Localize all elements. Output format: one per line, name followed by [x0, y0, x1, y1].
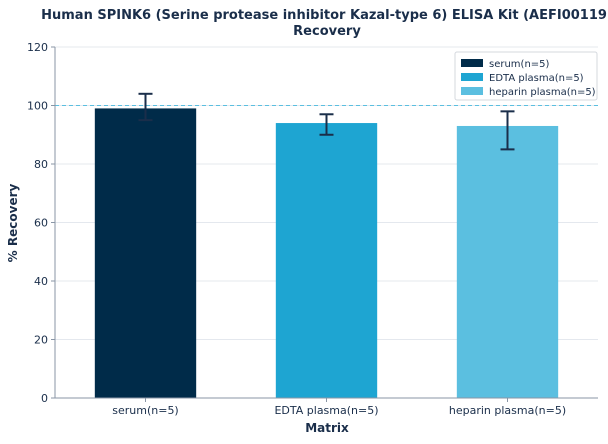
legend-swatch-1 [461, 59, 483, 67]
y-tick-label: 100 [27, 100, 48, 113]
bar-2 [275, 123, 378, 399]
legend-label-3: heparin plasma(n=5) [489, 87, 596, 98]
y-tick-label: 60 [34, 217, 48, 230]
chart-title: Human SPINK6 (Serine protease inhibitor … [41, 8, 608, 23]
bar-1 [94, 108, 197, 399]
legend-swatch-2 [461, 73, 483, 81]
chart-subtitle: Recovery [293, 24, 361, 39]
x-tick-label: EDTA plasma(n=5) [274, 404, 378, 417]
y-tick-label: 20 [34, 334, 48, 347]
y-tick-label: 0 [41, 392, 48, 405]
legend-swatch-3 [461, 87, 483, 95]
legend-box [454, 51, 598, 101]
legend-label-1: serum(n=5) [489, 59, 550, 70]
bars [94, 108, 559, 399]
y-axis-label: % Recovery [6, 184, 20, 263]
x-axis-label: Matrix [305, 421, 349, 435]
error-bars [138, 92, 515, 151]
y-tick-label: 120 [27, 41, 48, 54]
y-tick-label: 40 [34, 275, 48, 288]
legend: serum(n=5) EDTA plasma(n=5) heparin plasma… [454, 51, 598, 101]
bar-3 [456, 125, 559, 398]
y-tick-label: 80 [34, 158, 48, 171]
tick-labels: 0 20 40 60 80 100 120 serum(n=5) EDTA plasma(n=5… [27, 41, 566, 417]
x-tick-label: heparin plasma(n=5) [449, 404, 566, 417]
legend-label-2: EDTA plasma(n=5) [489, 73, 584, 84]
x-tick-label: serum(n=5) [112, 404, 178, 417]
